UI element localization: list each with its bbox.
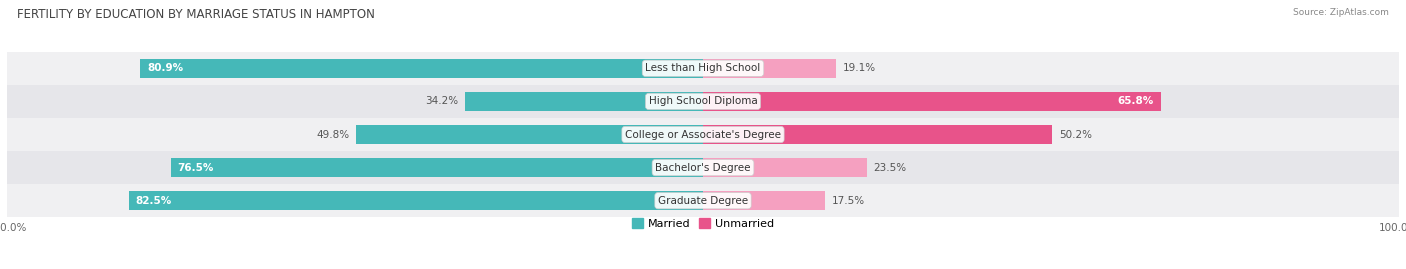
- Text: 80.9%: 80.9%: [146, 63, 183, 73]
- Text: 23.5%: 23.5%: [873, 162, 907, 173]
- Text: 49.8%: 49.8%: [316, 129, 350, 140]
- Bar: [141, 59, 703, 78]
- Bar: [7, 85, 1399, 118]
- Bar: [703, 92, 1161, 111]
- Bar: [7, 118, 1399, 151]
- Text: 65.8%: 65.8%: [1118, 96, 1154, 107]
- Bar: [703, 191, 825, 210]
- Text: Less than High School: Less than High School: [645, 63, 761, 73]
- Text: 34.2%: 34.2%: [425, 96, 458, 107]
- Text: 19.1%: 19.1%: [842, 63, 876, 73]
- Bar: [703, 158, 866, 177]
- Bar: [703, 125, 1052, 144]
- Bar: [7, 52, 1399, 85]
- Bar: [703, 59, 837, 78]
- Bar: [7, 151, 1399, 184]
- Text: 82.5%: 82.5%: [136, 196, 172, 206]
- Text: 50.2%: 50.2%: [1059, 129, 1092, 140]
- Bar: [7, 184, 1399, 217]
- Text: 76.5%: 76.5%: [177, 162, 214, 173]
- Text: Source: ZipAtlas.com: Source: ZipAtlas.com: [1294, 8, 1389, 17]
- Text: FERTILITY BY EDUCATION BY MARRIAGE STATUS IN HAMPTON: FERTILITY BY EDUCATION BY MARRIAGE STATU…: [17, 8, 375, 21]
- Bar: [356, 125, 703, 144]
- Bar: [170, 158, 703, 177]
- Bar: [129, 191, 703, 210]
- Bar: [465, 92, 703, 111]
- Text: 17.5%: 17.5%: [832, 196, 865, 206]
- Text: Bachelor's Degree: Bachelor's Degree: [655, 162, 751, 173]
- Text: College or Associate's Degree: College or Associate's Degree: [626, 129, 780, 140]
- Legend: Married, Unmarried: Married, Unmarried: [633, 218, 773, 229]
- Text: High School Diploma: High School Diploma: [648, 96, 758, 107]
- Text: Graduate Degree: Graduate Degree: [658, 196, 748, 206]
